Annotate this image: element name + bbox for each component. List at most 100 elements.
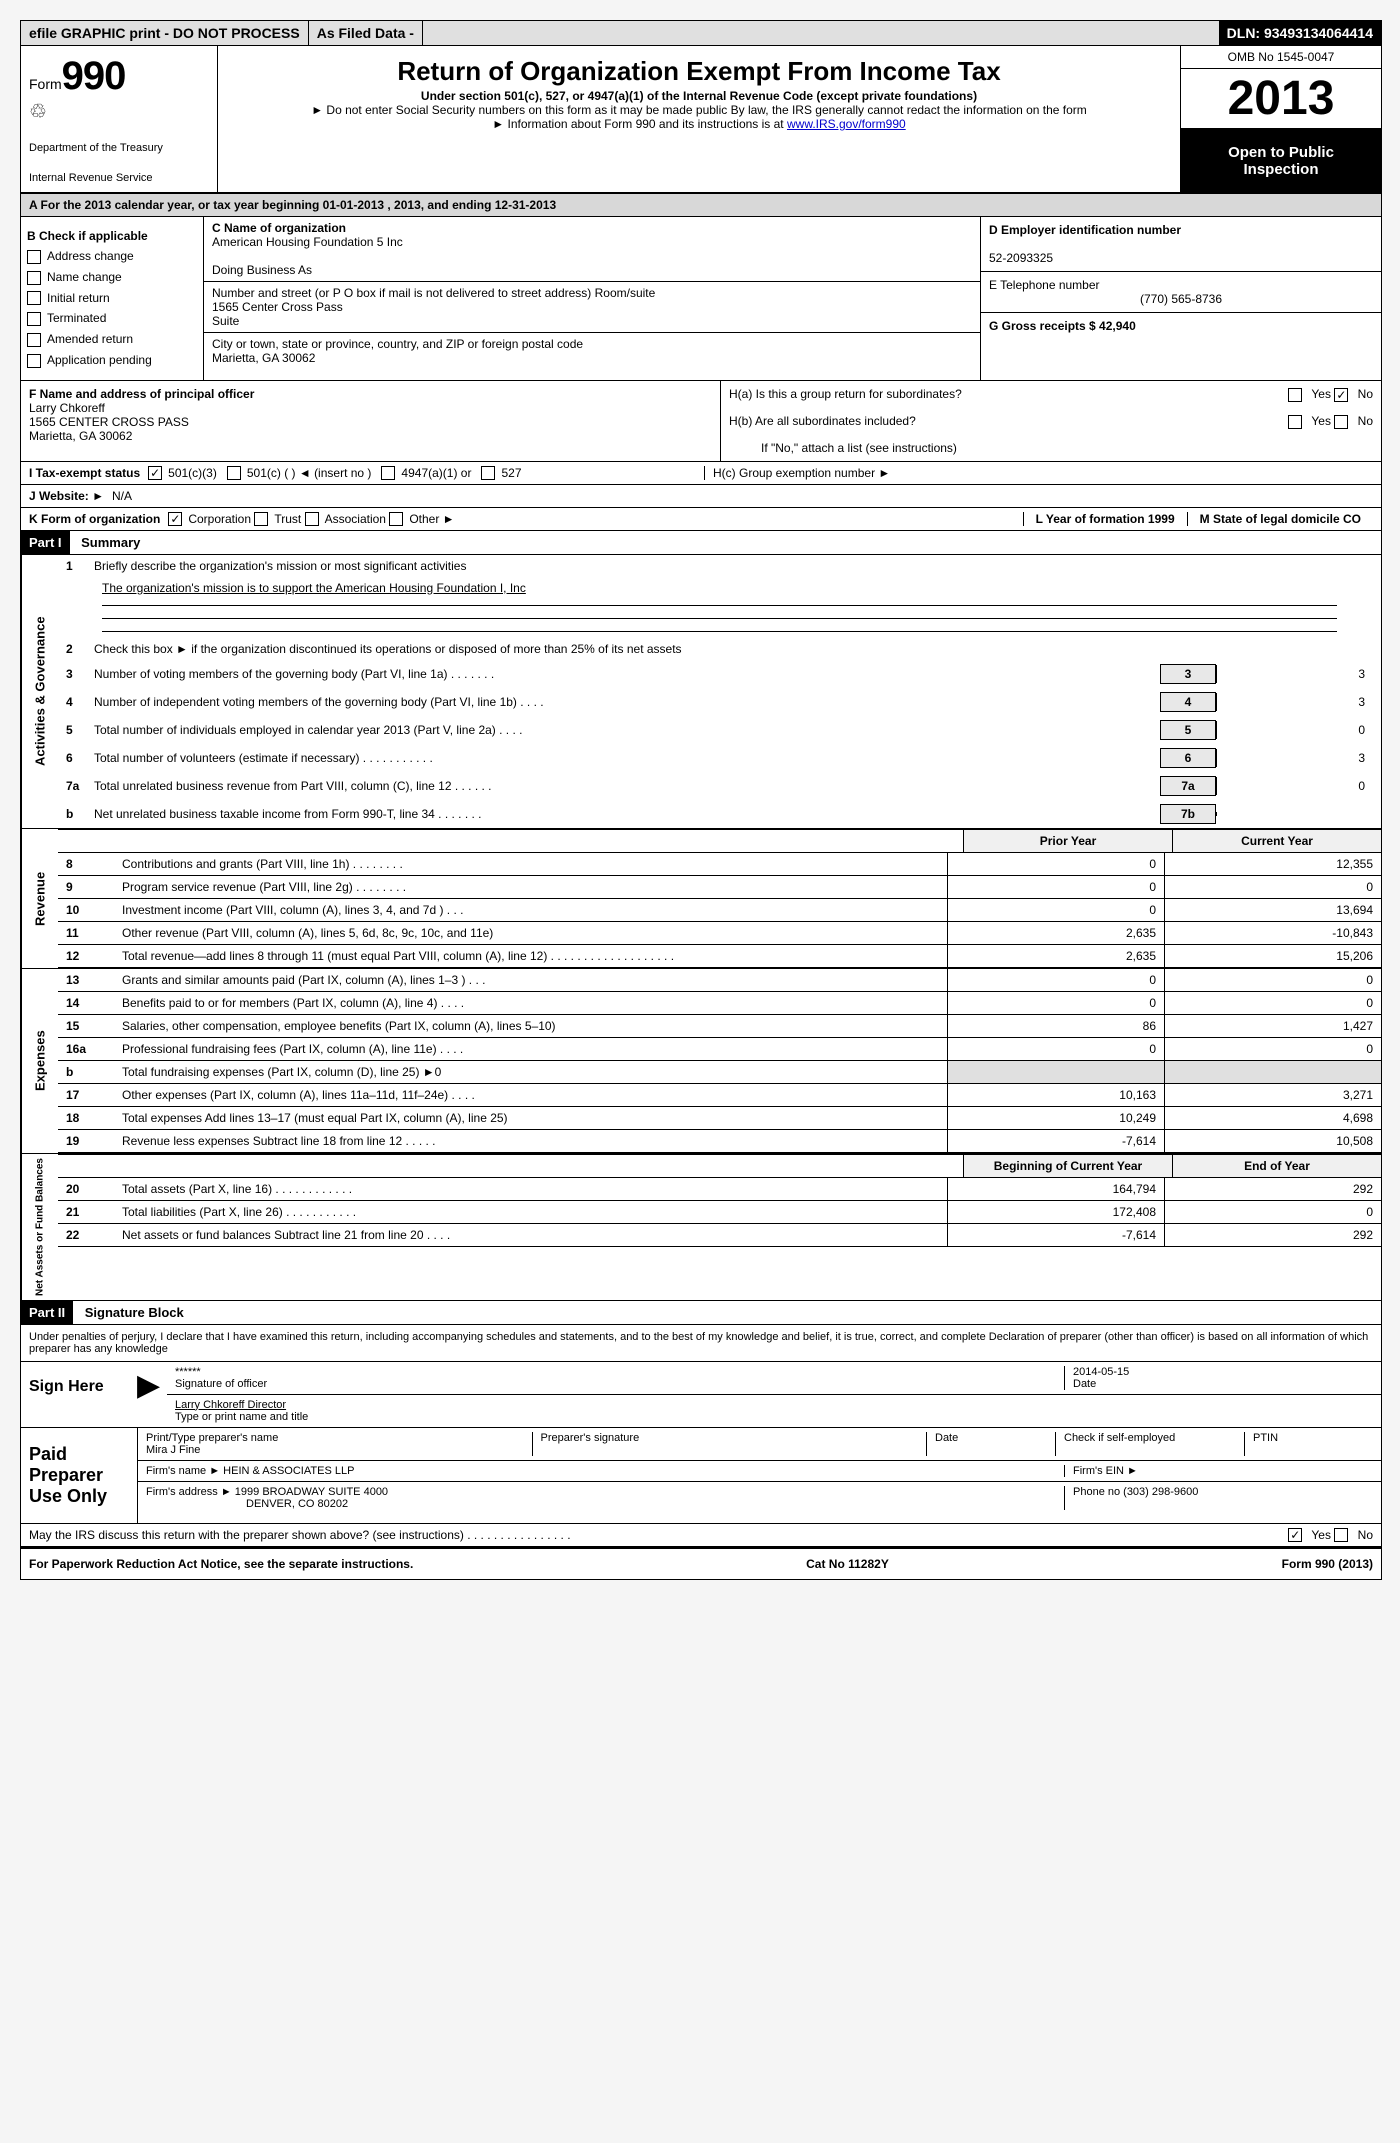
chk-label: Terminated <box>47 311 106 325</box>
tax-exempt-row: I Tax-exempt status ✓ 501(c)(3) 501(c) (… <box>21 462 1381 485</box>
f-label: F Name and address of principal officer <box>29 387 712 401</box>
header-right: OMB No 1545-0047 2013 Open to Public Ins… <box>1180 46 1381 192</box>
chk-terminated[interactable]: Terminated <box>27 311 197 326</box>
sig-stars: ****** <box>175 1366 1064 1378</box>
gross-receipts: G Gross receipts $ 42,940 <box>981 313 1381 339</box>
form-label: Form <box>29 76 62 92</box>
ptin: PTIN <box>1244 1432 1373 1456</box>
part1-label: Part I <box>21 531 70 554</box>
subtitle: Under section 501(c), 527, or 4947(a)(1)… <box>226 89 1172 103</box>
d-label: D Employer identification number <box>989 223 1373 237</box>
firm-addr-row: Firm's address ► 1999 BROADWAY SUITE 400… <box>138 1482 1381 1514</box>
activities-tab: Activities & Governance <box>21 555 58 828</box>
dept-treasury: Department of the Treasury <box>29 142 209 154</box>
hb-label: H(b) Are all subordinates included? <box>729 414 916 428</box>
firm-addr-label: Firm's address ► <box>146 1486 232 1498</box>
g-label: G Gross receipts $ 42,940 <box>989 319 1373 333</box>
sig-officer-label: Signature of officer <box>175 1378 1064 1390</box>
part2-title: Signature Block <box>77 1301 192 1324</box>
table-row: 12Total revenue—add lines 8 through 11 (… <box>58 945 1381 968</box>
chk-name-change[interactable]: Name change <box>27 270 197 285</box>
footer-right: Form 990 (2013) <box>1282 1557 1373 1571</box>
firm-name-row: Firm's name ► HEIN & ASSOCIATES LLP Firm… <box>138 1461 1381 1482</box>
sig-date: 2014-05-15 <box>1073 1366 1373 1378</box>
current-year-head: Current Year <box>1172 830 1381 852</box>
revenue-head: Prior Year Current Year <box>58 829 1381 853</box>
activity-line: 5Total number of individuals employed in… <box>58 716 1381 744</box>
k-label: K Form of organization <box>29 512 160 526</box>
phone-cell: E Telephone number (770) 565-8736 <box>981 272 1381 313</box>
activities-section: Activities & Governance 1 Briefly descri… <box>21 555 1381 829</box>
website-row: J Website: ► N/A <box>21 485 1381 508</box>
sign-here-fields: ****** Signature of officer 2014-05-15 D… <box>167 1362 1381 1427</box>
sig-disclaimer: Under penalties of perjury, I declare th… <box>21 1325 1381 1361</box>
table-row: 10Investment income (Part VIII, column (… <box>58 899 1381 922</box>
org-name: American Housing Foundation 5 Inc <box>212 235 972 249</box>
signature-block: Under penalties of perjury, I declare th… <box>21 1325 1381 1550</box>
line-2: 2 Check this box ► if the organization d… <box>58 638 1381 660</box>
beg-year-head: Beginning of Current Year <box>963 1155 1172 1177</box>
footer-left: For Paperwork Reduction Act Notice, see … <box>29 1557 413 1571</box>
part-1-header: Part I Summary <box>21 531 1381 555</box>
org-name-cell: C Name of organization American Housing … <box>204 217 980 282</box>
table-row: 11Other revenue (Part VIII, column (A), … <box>58 922 1381 945</box>
revenue-content: Prior Year Current Year 8Contributions a… <box>58 829 1381 968</box>
m-state: M State of legal domicile CO <box>1187 512 1373 526</box>
chk-amended[interactable]: Amended return <box>27 332 197 347</box>
activity-line: 4Number of independent voting members of… <box>58 688 1381 716</box>
firm-city: DENVER, CO 80202 <box>146 1498 1064 1510</box>
addr: 1565 Center Cross Pass Suite <box>212 300 972 328</box>
netassets-tab: Net Assets or Fund Balances <box>21 1154 58 1300</box>
org-block: C Name of organization American Housing … <box>203 217 980 380</box>
c-label: C Name of organization <box>212 221 972 235</box>
line-1: 1 Briefly describe the organization's mi… <box>58 555 1381 577</box>
right-col-d-e-g: D Employer identification number 52-2093… <box>980 217 1381 380</box>
irs-link[interactable]: www.IRS.gov/form990 <box>787 117 906 131</box>
hah-right: H(a) Is this a group return for subordin… <box>720 381 1381 461</box>
officer-addr1: 1565 CENTER CROSS PASS <box>29 415 712 429</box>
activities-content: 1 Briefly describe the organization's mi… <box>58 555 1381 828</box>
form-990-page: efile GRAPHIC print - DO NOT PROCESS As … <box>20 20 1382 1580</box>
hb-row: H(b) Are all subordinates included? Yes … <box>721 408 1381 435</box>
table-row: 8Contributions and grants (Part VIII, li… <box>58 853 1381 876</box>
chk-initial-return[interactable]: Initial return <box>27 291 197 306</box>
prep-date: Date <box>926 1432 1055 1456</box>
k-other: Other ► <box>409 512 454 526</box>
firm-phone: Phone no (303) 298-9600 <box>1064 1486 1373 1510</box>
prior-year-head: Prior Year <box>963 830 1172 852</box>
firm-ein: Firm's EIN ► <box>1064 1465 1373 1477</box>
header-left: Form990 ♲ Department of the Treasury Int… <box>21 46 218 192</box>
officer-addr2: Marietta, GA 30062 <box>29 429 712 443</box>
self-employed: Check if self-employed <box>1055 1432 1244 1456</box>
top-bar: efile GRAPHIC print - DO NOT PROCESS As … <box>21 21 1381 46</box>
k-l-m-row: K Form of organization ✓ Corporation Tru… <box>21 508 1381 531</box>
chk-application-pending[interactable]: Application pending <box>27 353 197 368</box>
part2-label: Part II <box>21 1301 73 1324</box>
expenses-tab: Expenses <box>21 969 58 1153</box>
paid-preparer-label: Paid Preparer Use Only <box>21 1428 137 1523</box>
part-2-header: Part II Signature Block <box>21 1301 1381 1325</box>
line1-desc: Briefly describe the organization's miss… <box>94 559 1373 573</box>
prep-name-label: Print/Type preparer's name <box>146 1432 532 1444</box>
hc-row: H(c) Group exemption number ► <box>704 466 1373 480</box>
netassets-content: Beginning of Current Year End of Year 20… <box>58 1154 1381 1300</box>
website-label: J Website: ► <box>29 489 104 503</box>
officer-name: Larry Chkoreff <box>29 401 712 415</box>
prep-name: Mira J Fine <box>146 1444 532 1456</box>
form-title: Return of Organization Exempt From Incom… <box>226 56 1172 87</box>
table-row: 20Total assets (Part X, line 16) . . . .… <box>58 1178 1381 1201</box>
table-row: 17Other expenses (Part IX, column (A), l… <box>58 1084 1381 1107</box>
line1-text: The organization's mission is to support… <box>58 577 1381 599</box>
section-b-c-d: B Check if applicable Address change Nam… <box>21 217 1381 381</box>
arrow-icon: ▶ <box>137 1362 167 1427</box>
activity-line: 3Number of voting members of the governi… <box>58 660 1381 688</box>
may-irs-text: May the IRS discuss this return with the… <box>29 1528 571 1542</box>
addr-cell: Number and street (or P O box if mail is… <box>204 282 980 333</box>
ein: 52-2093325 <box>989 251 1373 265</box>
form-990: 990 <box>62 54 126 98</box>
activity-line: 7aTotal unrelated business revenue from … <box>58 772 1381 800</box>
chk-address-change[interactable]: Address change <box>27 249 197 264</box>
note1: ► Do not enter Social Security numbers o… <box>226 103 1172 117</box>
may-irs-row: May the IRS discuss this return with the… <box>21 1523 1381 1549</box>
recycle-icon: ♲ <box>29 99 209 124</box>
